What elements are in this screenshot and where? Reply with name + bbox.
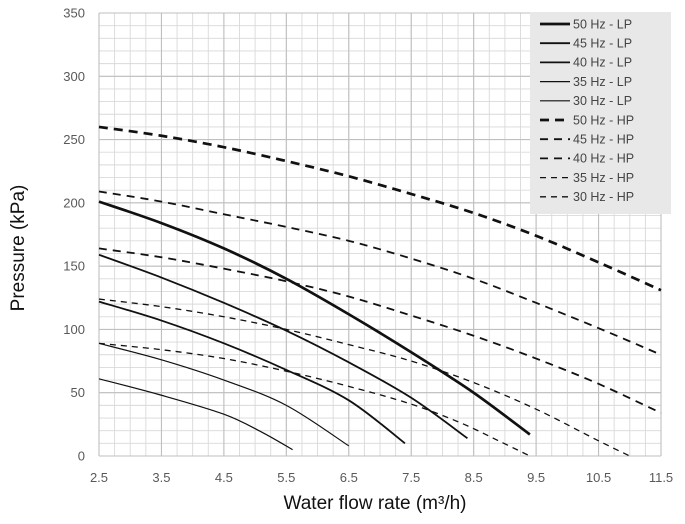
y-tick-label: 0 — [78, 449, 85, 464]
legend-label: 40 Hz - HP — [573, 152, 634, 166]
y-tick-label: 150 — [63, 259, 85, 274]
y-tick-label: 200 — [63, 195, 85, 210]
series-line-30-hz-hp — [98, 342, 531, 457]
y-axis-title: Pressure (kPa) — [8, 185, 29, 312]
x-tick-label: 11.5 — [649, 470, 673, 485]
y-tick-label: 50 — [71, 385, 85, 400]
x-tick-label: 10.5 — [586, 470, 611, 485]
series-lines — [98, 125, 662, 457]
legend-label: 35 Hz - LP — [573, 75, 632, 89]
legend-label: 45 Hz - HP — [573, 133, 634, 147]
grid — [98, 12, 662, 457]
x-axis-title: Water flow rate (m³/h) — [284, 493, 467, 514]
legend-label: 30 Hz - LP — [573, 94, 632, 108]
x-tick-label: 8.5 — [465, 470, 483, 485]
x-tick-label: 6.5 — [340, 470, 358, 485]
x-tick-label: 9.5 — [527, 470, 545, 485]
legend-label: 50 Hz - LP — [573, 17, 632, 31]
legend: 50 Hz - LP 45 Hz - LP 40 Hz - LP 35 Hz - LP… — [530, 12, 671, 214]
series-line-35-hz-lp — [98, 342, 350, 447]
x-tick-label: 7.5 — [402, 470, 420, 485]
series-line-40-hz-lp — [98, 300, 406, 445]
x-tick-label: 4.5 — [215, 470, 233, 485]
legend-label: 30 Hz - HP — [573, 190, 634, 204]
legend-label: 40 Hz - LP — [573, 56, 632, 70]
x-tick-label: 3.5 — [152, 470, 170, 485]
x-tick-label: 5.5 — [277, 470, 295, 485]
series-line-40-hz-hp — [98, 247, 662, 414]
legend-background — [530, 12, 671, 214]
legend-label: 35 Hz - HP — [573, 171, 634, 185]
series-line-35-hz-hp — [98, 298, 631, 457]
series-line-50-hz-lp — [98, 200, 531, 436]
series-line-45-hz-lp — [98, 253, 468, 440]
y-tick-label: 350 — [63, 6, 85, 21]
series-line-45-hz-hp — [98, 190, 662, 356]
y-tick-label: 250 — [63, 132, 85, 147]
legend-label: 45 Hz - LP — [573, 37, 632, 51]
series-line-30-hz-lp — [98, 378, 293, 451]
legend-label: 50 Hz - HP — [573, 113, 634, 127]
y-tick-label: 100 — [63, 322, 85, 337]
y-tick-label: 300 — [63, 69, 85, 84]
x-tick-label: 2.5 — [90, 470, 108, 485]
tick-labels: 2.5 3.5 4.5 5.5 6.5 7.5 8.5 9.5 10.5 11.5 0 50 100 15… — [63, 6, 673, 486]
